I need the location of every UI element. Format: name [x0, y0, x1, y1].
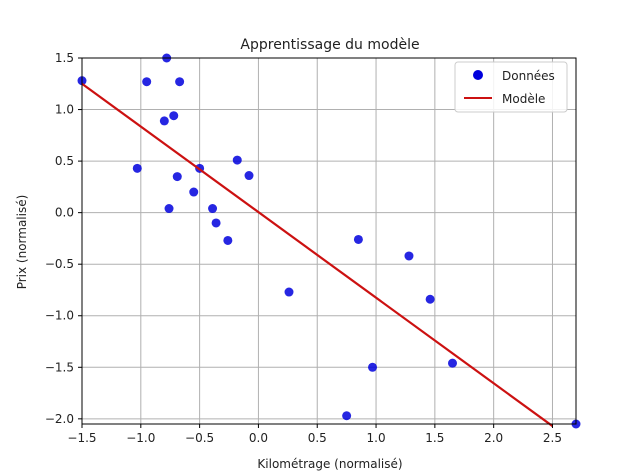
x-tick-label: 0.0 — [249, 431, 268, 445]
y-axis-label: Prix (normalisé) — [15, 195, 29, 290]
legend-label-donnees: Données — [502, 69, 555, 83]
data-point — [284, 287, 294, 297]
data-point — [448, 358, 457, 368]
y-tick-label: −2.0 — [45, 412, 74, 426]
y-tick-label: −1.5 — [45, 360, 74, 374]
x-tick-label: −1.0 — [126, 431, 155, 445]
plot-area — [77, 53, 581, 429]
legend-marker-donnees — [473, 70, 483, 80]
data-point — [368, 362, 378, 372]
data-point — [232, 155, 242, 165]
x-tick-label: 1.0 — [367, 431, 386, 445]
y-tick-label: 0.0 — [55, 206, 74, 220]
data-point — [404, 251, 414, 261]
y-tick-label: 0.5 — [55, 154, 74, 168]
data-point — [208, 204, 218, 214]
x-tick-label: 1.5 — [425, 431, 444, 445]
data-point — [159, 116, 169, 126]
legend-box — [454, 61, 568, 113]
data-point — [169, 111, 179, 121]
data-point — [223, 235, 233, 245]
data-point — [132, 163, 142, 173]
axes-frame — [81, 57, 577, 425]
x-axis-ticks: −1.5 −1.0 −0.5 0.0 0.5 1.0 1.5 2.0 2.5 — [67, 424, 562, 445]
data-point — [142, 77, 152, 87]
data-point — [425, 294, 435, 304]
grid — [81, 57, 576, 424]
legend-label-modele: Modèle — [502, 92, 545, 106]
data-point — [164, 204, 174, 214]
x-axis-label: Kilométrage (normalisé) — [257, 457, 402, 471]
y-tick-label: −0.5 — [45, 257, 74, 271]
chart-title: Apprentissage du modèle — [240, 37, 419, 53]
data-point — [342, 411, 352, 421]
data-point — [189, 187, 199, 197]
y-tick-label: −1.0 — [45, 309, 74, 323]
data-point — [211, 218, 221, 228]
x-tick-label: 0.5 — [308, 431, 327, 445]
data-point — [353, 234, 363, 244]
model-line — [81, 82, 554, 427]
x-tick-label: −0.5 — [185, 431, 214, 445]
x-tick-label: −1.5 — [67, 431, 96, 445]
data-point — [244, 171, 254, 181]
x-tick-label: 2.5 — [543, 431, 562, 445]
x-tick-label: 2.0 — [484, 431, 503, 445]
data-point — [175, 77, 185, 87]
legend: Données Modèle — [454, 61, 568, 113]
y-tick-label: 1.5 — [55, 51, 74, 65]
y-axis-ticks: −2.0 −1.5 −1.0 −0.5 0.0 0.5 1.0 1.5 — [45, 51, 82, 426]
y-tick-label: 1.0 — [55, 103, 74, 117]
data-point — [172, 172, 182, 182]
